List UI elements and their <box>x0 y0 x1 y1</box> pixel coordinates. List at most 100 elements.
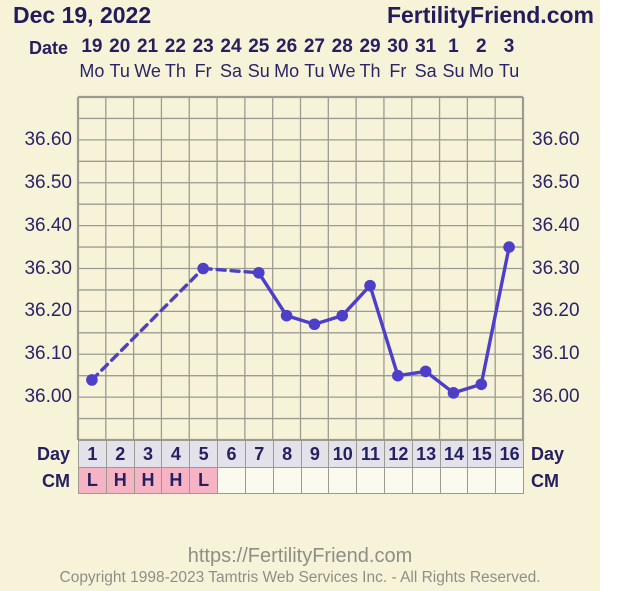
cm-cell-day-6 <box>217 467 246 494</box>
date-tick: 21 <box>136 36 159 57</box>
day-cell-6: 6 <box>217 440 246 468</box>
weekday-tick: Mo <box>468 61 494 81</box>
weekday-tick: Th <box>359 61 381 81</box>
date-tick: 25 <box>248 36 270 57</box>
weekday-tick: Su <box>442 61 465 81</box>
temperature-line-segment <box>201 266 261 275</box>
cm-cell-day-7 <box>244 467 274 494</box>
date-tick: 19 <box>81 36 103 57</box>
data-point-day-15 <box>475 378 488 391</box>
y-axis-tick-right: 36.20 <box>532 300 580 322</box>
data-point-day-16 <box>503 241 515 253</box>
cm-cell-day-10 <box>328 467 358 494</box>
temperature-plot <box>76 95 525 442</box>
day-cell-2: 2 <box>105 440 135 468</box>
date-tick: 26 <box>276 36 298 57</box>
y-axis-tick-left: 36.30 <box>24 257 72 279</box>
day-cell-1: 1 <box>78 440 107 468</box>
date-tick: 20 <box>109 36 131 57</box>
date-tick: 3 <box>503 36 515 57</box>
y-axis-tick-right: 36.40 <box>532 214 580 236</box>
data-point-day-10 <box>336 309 349 322</box>
day-cell-5: 5 <box>189 440 219 468</box>
day-cell-14: 14 <box>439 440 469 468</box>
temperature-line-segment <box>423 369 456 395</box>
data-point-day-1 <box>86 374 98 386</box>
day-cell-11: 11 <box>356 440 385 468</box>
cm-cell-day-12 <box>383 467 413 494</box>
date-tick: 27 <box>303 36 325 57</box>
temperature-line-segment <box>368 283 400 378</box>
cm-cell-day-14 <box>439 467 469 494</box>
weekday-tick: We <box>328 61 356 81</box>
date-tick: 24 <box>220 36 242 57</box>
cm-row-label-right: CM <box>531 471 559 491</box>
data-point-day-8 <box>280 309 293 322</box>
weekday-tick: Su <box>247 61 270 81</box>
y-axis-tick-right: 36.60 <box>532 128 580 150</box>
data-point-day-13 <box>419 365 432 378</box>
day-cell-3: 3 <box>133 440 163 468</box>
footer-copyright: Copyright 1998-2023 Tamtris Web Services… <box>59 569 541 586</box>
weekday-tick: We <box>134 61 161 81</box>
y-axis-tick-left: 36.20 <box>24 300 72 322</box>
cm-cell-day-16 <box>495 467 524 494</box>
day-row-label-left: Day <box>36 444 70 464</box>
temperature-line-segment <box>479 245 511 386</box>
data-point-day-14 <box>447 387 460 399</box>
date-tick: 23 <box>192 36 214 57</box>
cm-cell-day-2: H <box>105 467 135 494</box>
y-axis-tick-right: 36.00 <box>532 386 580 408</box>
day-row-label-right: Day <box>531 444 565 464</box>
temperature-line-segment <box>340 283 372 318</box>
cm-cell-day-13 <box>411 467 441 494</box>
date-tick: 28 <box>331 36 353 57</box>
weekday-tick: Sa <box>219 61 242 81</box>
weekday-tick: Fr <box>389 61 407 81</box>
day-cell-10: 10 <box>328 440 358 468</box>
day-cell-4: 4 <box>161 440 191 468</box>
data-point-day-5 <box>197 262 209 275</box>
y-axis-tick-left: 36.10 <box>24 343 72 365</box>
footer-url[interactable]: https://FertilityFriend.com <box>187 545 413 567</box>
y-axis-tick-left: 36.40 <box>24 214 72 236</box>
cm-cell-day-4: H <box>161 467 191 494</box>
day-cell-9: 9 <box>300 440 330 468</box>
cm-cell-day-1: L <box>78 467 107 494</box>
brand-title[interactable]: FertilityFriend.com <box>386 2 594 28</box>
cm-row-label-left: CM <box>42 471 70 491</box>
date-axis-label: Date <box>28 38 68 58</box>
day-cell-13: 13 <box>411 440 441 468</box>
y-axis-tick-left: 36.60 <box>24 128 72 150</box>
cm-cell-day-3: H <box>133 467 163 494</box>
data-point-day-7 <box>252 266 265 279</box>
date-tick: 22 <box>164 36 186 57</box>
weekday-tick: Tu <box>109 61 130 81</box>
data-point-day-12 <box>392 369 404 382</box>
day-cell-15: 15 <box>467 440 497 468</box>
weekday-tick: Tu <box>498 61 520 81</box>
weekday-tick: Tu <box>304 61 325 81</box>
cm-cell-day-15 <box>467 467 497 494</box>
cm-cell-day-8 <box>272 467 302 494</box>
y-axis-tick-left: 36.50 <box>24 171 72 193</box>
weekday-tick: Th <box>164 61 186 81</box>
cm-cell-day-9 <box>300 467 330 494</box>
date-tick: 30 <box>387 36 409 57</box>
chart-start-date: Dec 19, 2022 <box>13 2 152 28</box>
temperature-line-segment <box>257 271 289 318</box>
y-axis-tick-right: 36.50 <box>532 171 580 193</box>
weekday-tick: Mo <box>79 61 105 81</box>
data-point-day-11 <box>364 279 376 292</box>
temperature-line-segment <box>90 266 205 382</box>
day-cell-7: 7 <box>244 440 274 468</box>
bbt-chart: Dec 19, 2022 FertilityFriend.com Date 19… <box>0 0 600 591</box>
date-tick: 2 <box>475 36 487 57</box>
day-cell-12: 12 <box>383 440 413 468</box>
day-cell-16: 16 <box>495 440 524 468</box>
y-axis-tick-left: 36.00 <box>24 386 72 408</box>
day-cell-8: 8 <box>272 440 302 468</box>
date-tick: 31 <box>415 36 437 57</box>
cm-cell-day-5: L <box>189 467 219 494</box>
date-tick: 29 <box>359 36 381 57</box>
